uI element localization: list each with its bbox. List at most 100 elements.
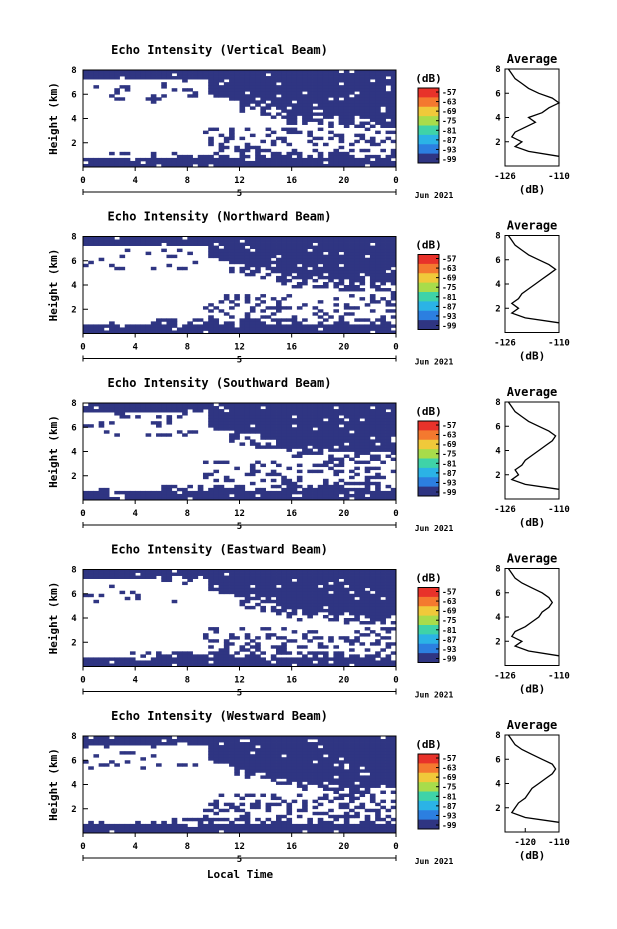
heatmap-cell	[369, 660, 376, 664]
heatmap-cell	[322, 73, 329, 77]
panel-4: Echo Intensity (Eastward Beam)2468Height…	[47, 543, 570, 700]
heatmap-cell	[119, 406, 126, 410]
heatmap-cell	[213, 745, 220, 749]
heatmap-cell	[265, 763, 272, 767]
heatmap-cell	[364, 572, 371, 576]
heatmap-cell	[187, 742, 193, 746]
heatmap-cell	[338, 657, 345, 661]
heatmap-cell	[385, 436, 392, 440]
heatmap-cell	[229, 133, 235, 138]
colorbar-tick-label: -69	[442, 773, 457, 782]
heatmap-cell	[239, 91, 246, 95]
heatmap-cell	[291, 445, 298, 449]
heatmap-cell	[140, 757, 146, 761]
heatmap-cell	[187, 239, 193, 243]
heatmap-cell	[349, 88, 355, 92]
heatmap-cell	[359, 254, 366, 259]
heatmap-cell	[349, 91, 355, 95]
average-x-axis-title: (dB)	[519, 183, 546, 196]
heatmap-cell	[343, 657, 350, 661]
heatmap-cell	[333, 160, 340, 165]
heatmap-cell	[202, 742, 209, 746]
heatmap-cell	[276, 236, 282, 240]
heatmap-cell	[255, 79, 261, 83]
heatmap-cell	[317, 775, 324, 779]
heatmap-cell	[317, 248, 324, 253]
heatmap-cell	[322, 657, 329, 661]
heatmap-cell	[286, 572, 293, 576]
heatmap-cell	[244, 430, 251, 434]
heatmap-cell	[276, 278, 282, 283]
heatmap-cell	[359, 763, 366, 767]
heatmap-cell	[218, 490, 225, 495]
heatmap-cell	[307, 572, 313, 576]
heatmap-cell	[124, 829, 131, 834]
heatmap-cell	[390, 139, 397, 144]
heatmap-cell	[312, 581, 319, 586]
heatmap-cell	[223, 487, 230, 492]
heatmap-cell	[312, 236, 319, 240]
heatmap-cell	[229, 436, 235, 440]
heatmap-cell	[322, 97, 329, 101]
heatmap-cell	[265, 775, 272, 779]
colorbar-tick-label: -93	[442, 811, 457, 820]
heatmap-cell	[223, 460, 230, 465]
panel-5: Echo Intensity (Westward Beam)2468Height…	[47, 709, 570, 866]
heatmap-cell	[328, 745, 334, 749]
heatmap-cell	[302, 826, 308, 831]
heatmap-cell	[176, 327, 183, 331]
heatmap-cell	[385, 630, 392, 634]
heatmap-cell	[385, 823, 392, 828]
heatmap-cell	[369, 587, 376, 592]
heatmap-cell	[166, 70, 173, 74]
heatmap-cell	[276, 157, 282, 162]
heatmap-cell	[260, 651, 266, 655]
heatmap-cell	[276, 575, 282, 579]
heatmap-cell	[385, 412, 392, 416]
heatmap-cell	[317, 660, 324, 664]
heatmap-cell	[385, 115, 392, 119]
heatmap-cell	[260, 88, 266, 92]
heatmap-cell	[296, 445, 303, 449]
heatmap-cell	[249, 324, 256, 328]
heatmap-cell	[265, 808, 272, 813]
heatmap-cell	[109, 663, 115, 667]
heatmap-cell	[385, 91, 392, 95]
heatmap-cell	[156, 569, 162, 573]
heatmap-cell	[349, 742, 355, 746]
heatmap-cell	[364, 608, 371, 613]
heatmap-cell	[98, 487, 105, 492]
heatmap-cell	[296, 451, 303, 455]
heatmap-cell	[390, 445, 397, 449]
heatmap-cell	[307, 112, 313, 116]
heatmap-cell	[328, 324, 334, 328]
heatmap-cell	[307, 79, 313, 83]
heatmap-cell	[354, 766, 360, 770]
heatmap-cell	[343, 403, 350, 407]
heatmap-cell	[223, 496, 230, 501]
heatmap-cell	[192, 242, 199, 246]
heatmap-cell	[98, 572, 105, 576]
heatmap-cell	[166, 242, 173, 246]
heatmap-cell	[276, 648, 282, 652]
heatmap-cell	[124, 660, 131, 664]
heatmap-cell	[328, 769, 334, 773]
heatmap-cell	[364, 327, 371, 331]
heatmap-cell	[390, 490, 397, 495]
heatmap-cell	[364, 657, 371, 661]
heatmap-cell	[375, 163, 381, 168]
heatmap-cell	[135, 826, 141, 831]
heatmap-cell	[244, 826, 251, 831]
heatmap-cell	[380, 817, 386, 822]
heatmap-cell	[296, 82, 303, 86]
heatmap-cell	[98, 406, 105, 410]
heatmap-cell	[276, 578, 282, 583]
heatmap-cell	[380, 281, 386, 286]
heatmap-cell	[249, 421, 256, 425]
heatmap-cell	[276, 445, 282, 449]
x-tick-label: 12	[234, 176, 245, 186]
heatmap-cell	[307, 115, 313, 119]
heatmap-cell	[114, 763, 120, 767]
heatmap-cell	[328, 266, 334, 271]
heatmap-cell	[83, 496, 89, 501]
